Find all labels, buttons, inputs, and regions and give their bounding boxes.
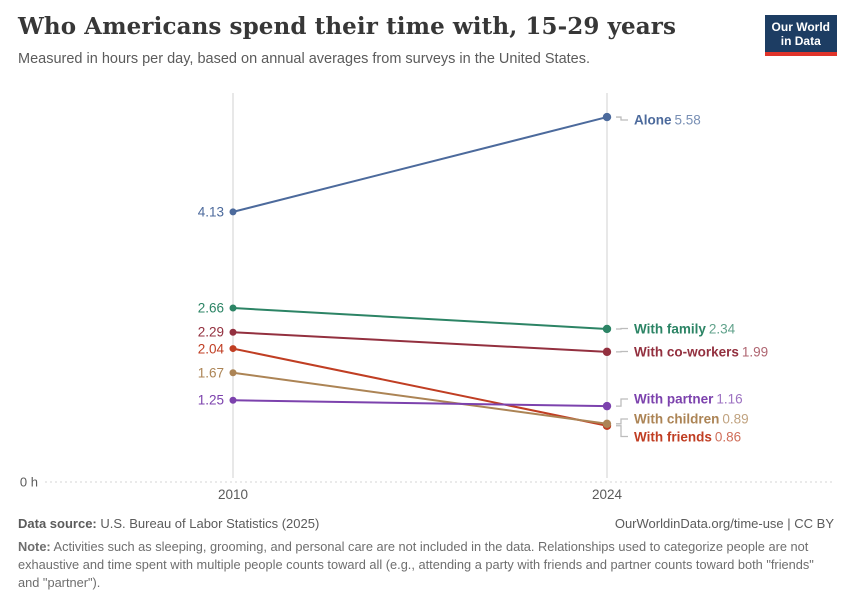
- x-tick-2024: 2024: [591, 487, 623, 502]
- dot-2010-with-co-workers: [229, 328, 237, 336]
- start-value-with-children: 1.67: [197, 365, 224, 381]
- dot-2010-with-family: [229, 304, 237, 312]
- series-name-with-friends: With friends: [634, 429, 712, 444]
- dot-2024-alone: [602, 112, 612, 122]
- dot-2010-with-friends: [229, 345, 237, 353]
- slope-chart-canvas: [45, 93, 833, 483]
- start-value-with-friends: 2.04: [197, 341, 224, 357]
- start-value-alone: 4.13: [197, 204, 224, 220]
- connector-with-children: [616, 418, 628, 425]
- line-alone: [232, 116, 608, 213]
- dot-2010-alone: [229, 208, 237, 216]
- chart-title: Who Americans spend their time with, 15-…: [18, 13, 677, 40]
- note-label: Note:: [18, 539, 51, 554]
- connector-with-partner: [616, 398, 628, 407]
- dot-2024-with-partner: [602, 401, 612, 411]
- series-label-with-co-workers[interactable]: With co-workers 1.99: [634, 344, 768, 359]
- dot-2010-with-partner: [229, 396, 237, 404]
- connector-alone: [616, 116, 628, 121]
- series-name-with-partner: With partner: [634, 391, 714, 407]
- owid-logo-line1: Our World: [771, 20, 830, 34]
- series-label-with-friends[interactable]: With friends 0.86: [634, 429, 741, 444]
- start-value-with-co-workers: 2.29: [197, 324, 224, 340]
- dot-2024-with-children: [602, 419, 612, 428]
- series-name-alone: Alone: [634, 112, 672, 128]
- owid-license-link[interactable]: OurWorldinData.org/time-use | CC BY: [614, 516, 834, 531]
- series-label-with-partner[interactable]: With partner 1.16: [634, 392, 743, 407]
- chart-subtitle: Measured in hours per day, based on annu…: [18, 51, 590, 67]
- series-name-with-children: With children: [634, 411, 720, 427]
- dot-2010-with-children: [229, 369, 237, 377]
- x-tick-2010: 2010: [217, 487, 249, 502]
- connector-with-friends: [616, 425, 628, 438]
- series-label-alone[interactable]: Alone 5.58: [634, 113, 701, 128]
- line-with-partner: [232, 399, 608, 408]
- owid-logo-line2: in Data: [780, 34, 821, 49]
- dot-2024-with-co-workers: [602, 347, 612, 357]
- end-value-with-children: 0.89: [722, 411, 749, 427]
- series-label-with-family[interactable]: With family 2.34: [634, 321, 735, 336]
- note-text: Activities such as sleeping, grooming, a…: [18, 539, 814, 590]
- end-value-with-friends: 0.86: [714, 429, 742, 444]
- data-source-value: U.S. Bureau of Labor Statistics (2025): [96, 516, 320, 531]
- start-value-with-partner: 1.25: [197, 392, 224, 408]
- end-value-with-partner: 1.16: [716, 391, 743, 407]
- series-name-with-co-workers: With co-workers: [634, 344, 739, 359]
- data-source-label: Data source:: [18, 516, 97, 531]
- start-value-with-family: 2.66: [197, 300, 224, 316]
- footer-note: Note: Activities such as sleeping, groom…: [18, 538, 830, 592]
- line-with-children: [232, 371, 608, 425]
- footer-source-row: Data source: U.S. Bureau of Labor Statis…: [18, 516, 834, 531]
- series-name-with-family: With family: [634, 321, 706, 336]
- data-source-text: Data source: U.S. Bureau of Labor Statis…: [18, 516, 319, 531]
- series-label-with-children[interactable]: With children 0.89: [634, 412, 749, 427]
- dot-2024-with-family: [602, 324, 612, 334]
- end-value-alone: 5.58: [674, 112, 701, 128]
- owid-logo[interactable]: Our World in Data: [764, 15, 837, 57]
- end-value-with-family: 2.34: [708, 321, 736, 336]
- line-with-co-workers: [232, 331, 608, 353]
- y-axis-zero-label: 0 h: [19, 474, 38, 490]
- line-with-family: [232, 307, 608, 330]
- line-with-friends: [232, 347, 608, 427]
- end-value-with-co-workers: 1.99: [741, 344, 769, 359]
